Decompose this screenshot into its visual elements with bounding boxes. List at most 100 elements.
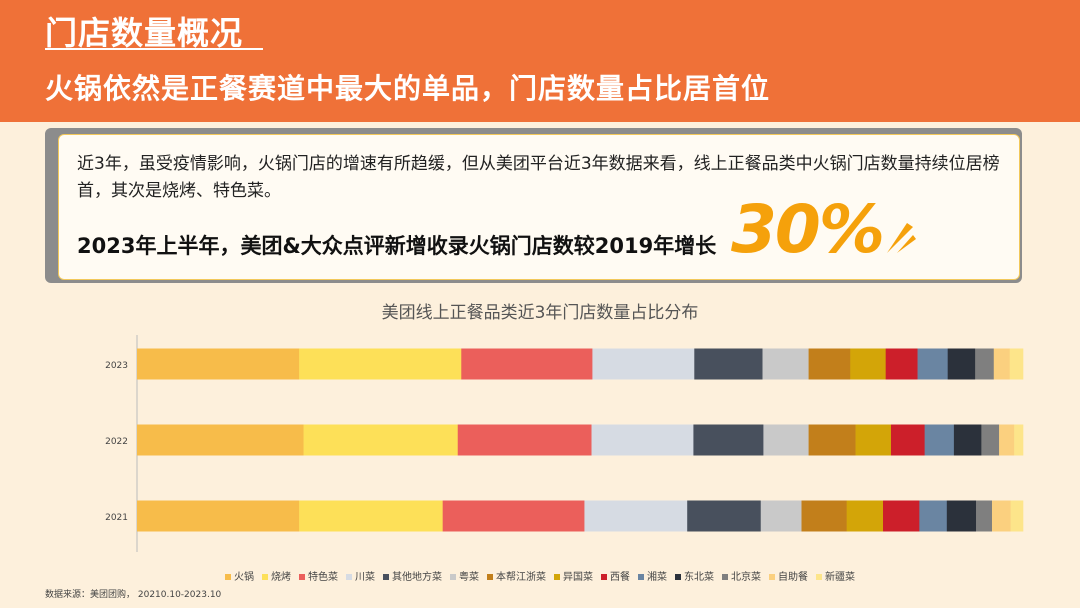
title-underline (45, 48, 263, 50)
bar-segment (137, 348, 300, 380)
legend-swatch (262, 574, 268, 580)
legend-label: 粤菜 (459, 572, 479, 583)
bar-segment (946, 500, 977, 532)
y-tick-label: 2023 (105, 361, 128, 371)
bar-segment (883, 500, 920, 532)
bar-segment (299, 348, 462, 380)
bar-segment (592, 348, 695, 380)
bar-segment (457, 424, 592, 456)
legend-item: 湘菜 (638, 568, 667, 583)
bar-segment (975, 348, 995, 380)
legend-label: 异国菜 (563, 572, 593, 583)
bar-segment (763, 424, 809, 456)
header-banner: 门店数量概况 火锅依然是正餐赛道中最大的单品，门店数量占比居首位 (0, 0, 1080, 122)
bar-segment (1014, 424, 1024, 456)
bar-segment (442, 500, 585, 532)
y-tick-label: 2022 (105, 437, 128, 447)
page-subtitle: 火锅依然是正餐赛道中最大的单品，门店数量占比居首位 (45, 72, 771, 105)
bar-segment (299, 500, 443, 532)
legend-label: 西餐 (610, 572, 630, 583)
legend-label: 烧烤 (271, 572, 291, 583)
legend-swatch (675, 574, 681, 580)
legend-item: 川菜 (346, 568, 375, 583)
bar-segment (762, 348, 809, 380)
bar-segment (137, 500, 300, 532)
legend-item: 西餐 (601, 568, 630, 583)
legend-label: 火锅 (234, 572, 254, 583)
page-title: 门店数量概况 (45, 14, 244, 52)
bar-segment (890, 424, 925, 456)
bar-segment (947, 348, 976, 380)
chart-title: 美团线上正餐品类近3年门店数量占比分布 (381, 303, 699, 323)
legend-item: 火锅 (225, 568, 254, 583)
legend-label: 川菜 (355, 572, 375, 583)
summary-highlight: 2023年上半年，美团&大众点评新增收录火锅门店数较2019年增长 (77, 234, 717, 258)
legend-label: 新疆菜 (825, 572, 855, 583)
bar-segment (461, 348, 593, 380)
bar-segment (919, 500, 948, 532)
legend-label: 北京菜 (731, 572, 761, 583)
legend-label: 湘菜 (647, 572, 667, 583)
legend-item: 粤菜 (450, 568, 479, 583)
legend-label: 本帮江浙菜 (496, 572, 546, 583)
bar-segment (801, 500, 847, 532)
bar-segment (981, 424, 1000, 456)
y-tick-label: 2021 (105, 513, 128, 523)
legend-item: 新疆菜 (816, 568, 855, 583)
bar-segment (1010, 500, 1024, 532)
bar-segment (917, 348, 948, 380)
legend-swatch (769, 574, 775, 580)
spark-icon (887, 223, 916, 253)
bar-segment (991, 500, 1011, 532)
legend-swatch (816, 574, 822, 580)
bar-segment (303, 424, 459, 456)
legend-item: 本帮江浙菜 (487, 568, 546, 583)
legend-item: 北京菜 (722, 568, 761, 583)
legend-label: 东北菜 (684, 572, 714, 583)
stacked-bar-chart: 2023 2022 2021 (105, 335, 1024, 552)
legend-item: 东北菜 (675, 568, 714, 583)
legend-swatch (346, 574, 352, 580)
legend-item: 其他地方菜 (383, 568, 442, 583)
legend-swatch (601, 574, 607, 580)
bar-segment (584, 500, 688, 532)
legend-label: 特色菜 (308, 572, 338, 583)
legend-swatch (722, 574, 728, 580)
bar-segment (999, 424, 1015, 456)
legend-swatch (554, 574, 560, 580)
bar-segment (687, 500, 762, 532)
growth-number: 30% (731, 191, 885, 268)
summary-card: 近3年，虽受疫情影响，火锅门店的增速有所趋缓，但从美团平台近3年数据来看，线上正… (58, 134, 1020, 280)
legend-label: 其他地方菜 (392, 572, 442, 583)
legend-item: 异国菜 (554, 568, 593, 583)
bar-segment (693, 424, 764, 456)
bar-segment (591, 424, 694, 456)
legend-swatch (383, 574, 389, 580)
legend-item: 烧烤 (262, 568, 291, 583)
legend-swatch (450, 574, 456, 580)
bar-segment (846, 500, 884, 532)
legend-label: 自助餐 (778, 572, 808, 583)
legend-item: 特色菜 (299, 568, 338, 583)
bar-segment (850, 348, 886, 380)
legend-swatch (299, 574, 305, 580)
bar-segment (885, 348, 918, 380)
bar-segment (808, 424, 856, 456)
legend-item: 自助餐 (769, 568, 808, 583)
summary-text: 近3年，虽受疫情影响，火锅门店的增速有所趋缓，但从美团平台近3年数据来看，线上正… (77, 154, 1000, 201)
legend-swatch (225, 574, 231, 580)
chart-legend: 火锅 烧烤 特色菜 川菜 其他地方菜 粤菜 本帮江浙菜 异国菜 西餐 湘菜 东北菜 北京菜 自助餐 新疆菜 (0, 568, 1080, 583)
legend-swatch (487, 574, 493, 580)
bar-segment (924, 424, 955, 456)
bar-segment (137, 424, 304, 456)
bar-segment (1009, 348, 1024, 380)
bar-segment (760, 500, 802, 532)
legend-swatch (638, 574, 644, 580)
data-source: 数据来源：美团团购， 20210.10-2023.10 (45, 590, 222, 600)
bar-segment (953, 424, 982, 456)
bar-segment (855, 424, 892, 456)
bar-segment (694, 348, 763, 380)
bar-segment (808, 348, 851, 380)
bar-segment (976, 500, 993, 532)
bar-segment (993, 348, 1011, 380)
